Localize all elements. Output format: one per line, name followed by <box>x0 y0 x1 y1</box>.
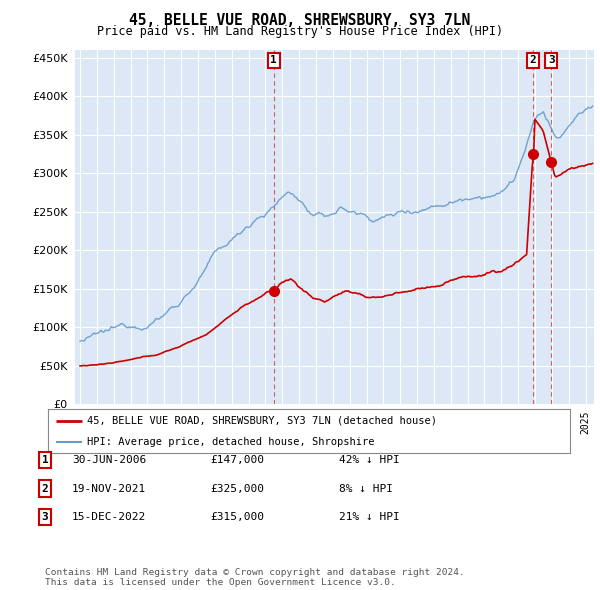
Text: 21% ↓ HPI: 21% ↓ HPI <box>339 512 400 522</box>
Text: HPI: Average price, detached house, Shropshire: HPI: Average price, detached house, Shro… <box>87 437 374 447</box>
Text: £325,000: £325,000 <box>210 484 264 493</box>
Text: 2: 2 <box>41 484 49 493</box>
Text: £147,000: £147,000 <box>210 455 264 465</box>
Text: 3: 3 <box>41 512 49 522</box>
Text: 1: 1 <box>41 455 49 465</box>
Text: 2: 2 <box>530 55 536 65</box>
Text: 19-NOV-2021: 19-NOV-2021 <box>72 484 146 493</box>
Text: 30-JUN-2006: 30-JUN-2006 <box>72 455 146 465</box>
Text: Price paid vs. HM Land Registry's House Price Index (HPI): Price paid vs. HM Land Registry's House … <box>97 25 503 38</box>
Text: Contains HM Land Registry data © Crown copyright and database right 2024.
This d: Contains HM Land Registry data © Crown c… <box>45 568 465 587</box>
Text: 1: 1 <box>271 55 277 65</box>
Text: £315,000: £315,000 <box>210 512 264 522</box>
Text: 8% ↓ HPI: 8% ↓ HPI <box>339 484 393 493</box>
Text: 45, BELLE VUE ROAD, SHREWSBURY, SY3 7LN (detached house): 45, BELLE VUE ROAD, SHREWSBURY, SY3 7LN … <box>87 416 437 426</box>
Text: 15-DEC-2022: 15-DEC-2022 <box>72 512 146 522</box>
Text: 3: 3 <box>548 55 554 65</box>
Text: 42% ↓ HPI: 42% ↓ HPI <box>339 455 400 465</box>
Text: 45, BELLE VUE ROAD, SHREWSBURY, SY3 7LN: 45, BELLE VUE ROAD, SHREWSBURY, SY3 7LN <box>130 13 470 28</box>
